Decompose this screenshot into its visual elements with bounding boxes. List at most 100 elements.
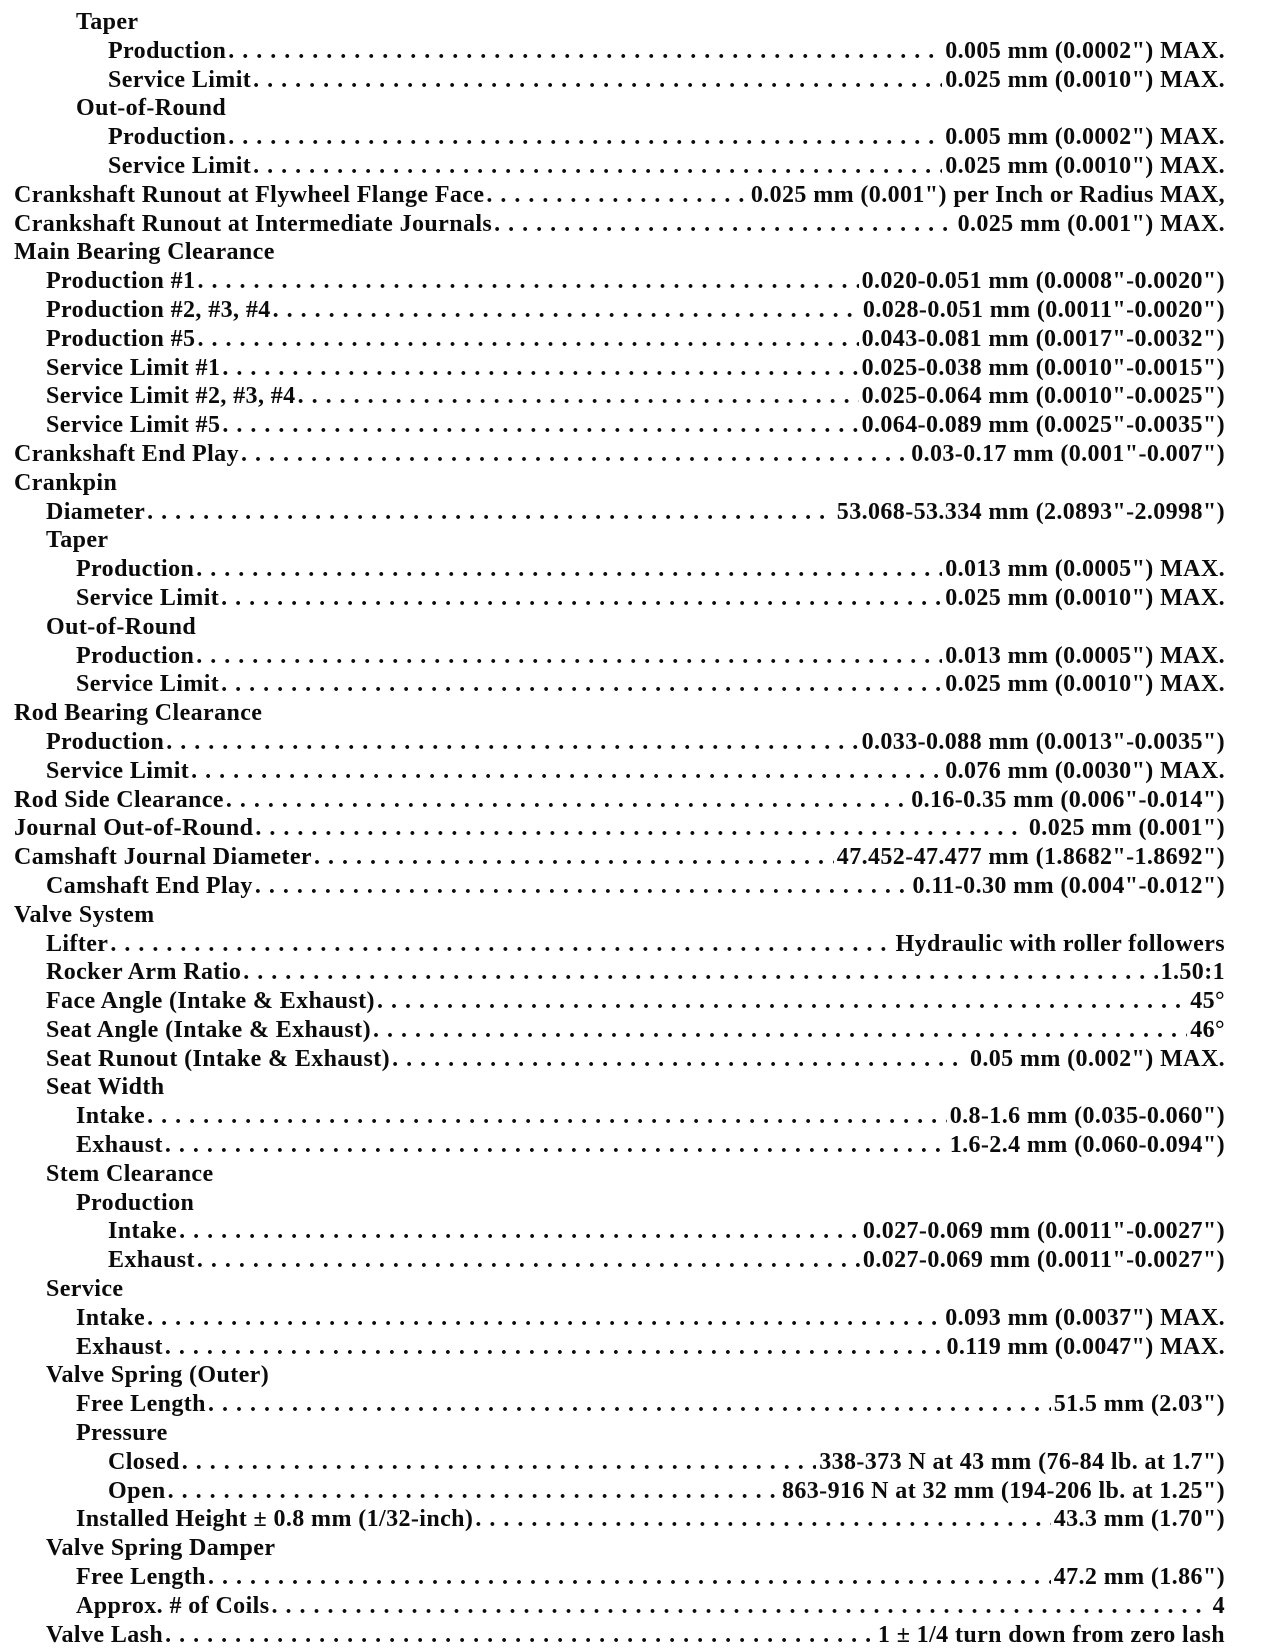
- spec-value: 0.025 mm (0.0010") MAX.: [945, 152, 1225, 179]
- leader-dots: [243, 958, 1157, 987]
- spec-row: Intake 0.093 mm (0.0037") MAX.: [0, 1304, 1225, 1333]
- spec-row: Production: [0, 1189, 1225, 1218]
- spec-label: Valve System: [14, 901, 155, 928]
- spec-value: 0.025 mm (0.0010") MAX.: [945, 66, 1225, 93]
- spec-label: Rocker Arm Ratio: [46, 959, 242, 986]
- spec-label: Camshaft End Play: [46, 872, 253, 899]
- spec-label: Service Limit: [46, 757, 190, 784]
- spec-label: Face Angle (Intake & Exhaust): [46, 988, 375, 1015]
- spec-value: 0.03-0.17 mm (0.001"-0.007"): [911, 440, 1225, 467]
- spec-label: Production: [46, 728, 165, 755]
- spec-label: Journal Out-of-Round: [14, 815, 254, 842]
- spec-label: Out-of-Round: [46, 613, 197, 640]
- spec-value: 0.025 mm (0.001") per Inch or Radius MAX…: [750, 181, 1225, 208]
- spec-row: Journal Out-of-Round 0.025 mm (0.001"): [0, 814, 1225, 843]
- spec-row: Valve System: [0, 901, 1225, 930]
- leader-dots: [222, 354, 858, 383]
- spec-value: 863-916 N at 32 mm (194-206 lb. at 1.25"…: [781, 1477, 1225, 1504]
- spec-value: 0.028-0.051 mm (0.0011"-0.0020"): [862, 296, 1225, 323]
- spec-row: Stem Clearance: [0, 1160, 1225, 1189]
- spec-value: 0.119 mm (0.0047") MAX.: [946, 1333, 1225, 1360]
- spec-label: Lifter: [46, 930, 109, 957]
- spec-value: 0.16-0.35 mm (0.006"-0.014"): [911, 786, 1225, 813]
- spec-label: Service Limit: [76, 584, 220, 611]
- spec-label: Rod Side Clearance: [14, 786, 224, 813]
- leader-dots: [486, 181, 747, 210]
- spec-label: Closed: [108, 1448, 180, 1475]
- spec-row: Production 0.005 mm (0.0002") MAX.: [0, 123, 1225, 152]
- leader-dots: [182, 1448, 816, 1477]
- spec-value: 0.8-1.6 mm (0.035-0.060"): [949, 1103, 1225, 1130]
- leader-dots: [253, 152, 942, 181]
- leader-dots: [475, 1505, 1050, 1534]
- spec-row: Service Limit 0.025 mm (0.0010") MAX.: [0, 670, 1225, 699]
- spec-row: Camshaft Journal Diameter 47.452-47.477 m…: [0, 843, 1225, 872]
- leader-dots: [221, 670, 942, 699]
- spec-row: Crankshaft End Play 0.03-0.17 mm (0.001"-…: [0, 440, 1225, 469]
- leader-dots: [147, 498, 834, 527]
- spec-row: Service Limit 0.025 mm (0.0010") MAX.: [0, 584, 1225, 613]
- spec-row: Seat Width: [0, 1073, 1225, 1102]
- spec-value: 4: [1212, 1592, 1225, 1619]
- spec-label: Intake: [108, 1218, 178, 1245]
- spec-label: Service Limit: [108, 66, 252, 93]
- leader-dots: [110, 930, 892, 959]
- spec-row: Production 0.013 mm (0.0005") MAX.: [0, 642, 1225, 671]
- leader-dots: [373, 1016, 1187, 1045]
- spec-label: Valve Spring Damper: [46, 1535, 276, 1562]
- spec-label: Stem Clearance: [46, 1160, 214, 1187]
- spec-value: 0.11-0.30 mm (0.004"-0.012"): [912, 872, 1225, 899]
- spec-value: 1 ± 1/4 turn down from zero lash: [877, 1621, 1225, 1648]
- spec-row: Service Limit 0.076 mm (0.0030") MAX.: [0, 757, 1225, 786]
- leader-dots: [197, 1246, 860, 1275]
- leader-dots: [253, 66, 942, 95]
- spec-label: Production #5: [46, 325, 196, 352]
- spec-label: Taper: [76, 9, 139, 35]
- spec-row: Intake 0.8-1.6 mm (0.035-0.060"): [0, 1102, 1225, 1131]
- spec-row: Production 0.013 mm (0.0005") MAX.: [0, 555, 1225, 584]
- leader-dots: [168, 1477, 779, 1506]
- spec-row: Out-of-Round: [0, 613, 1225, 642]
- spec-value: 0.05 mm (0.002") MAX.: [969, 1045, 1225, 1072]
- leader-dots: [197, 325, 858, 354]
- spec-row: Production 0.005 mm (0.0002") MAX.: [0, 37, 1225, 66]
- leader-dots: [255, 872, 910, 901]
- spec-label: Seat Width: [46, 1074, 165, 1101]
- leader-dots: [255, 814, 1026, 843]
- spec-row: Open 863-916 N at 32 mm (194-206 lb. at 1…: [0, 1477, 1225, 1506]
- leader-dots: [494, 210, 954, 239]
- spec-row: Lifter Hydraulic with roller followers: [0, 930, 1225, 959]
- spec-label: Production: [76, 556, 195, 583]
- spec-label: Free Length: [76, 1564, 206, 1591]
- leader-dots: [165, 1621, 875, 1650]
- spec-value: 338-373 N at 43 mm (76-84 lb. at 1.7"): [819, 1448, 1225, 1475]
- spec-row: Rod Side Clearance 0.16-0.35 mm (0.006"-0…: [0, 786, 1225, 815]
- spec-row: Production #1 0.020-0.051 mm (0.0008"-0.0…: [0, 267, 1225, 296]
- spec-value: 0.076 mm (0.0030") MAX.: [945, 757, 1225, 784]
- spec-label: Crankpin: [14, 469, 118, 496]
- spec-label: Crankshaft Runout at Flywheel Flange Fac…: [14, 181, 485, 208]
- spec-row: Valve Spring (Outer): [0, 1361, 1225, 1390]
- spec-value: 1.6-2.4 mm (0.060-0.094"): [949, 1132, 1225, 1159]
- spec-label: Installed Height ± 0.8 mm (1/32-inch): [76, 1506, 474, 1533]
- spec-row: Free Length 47.2 mm (1.86"): [0, 1563, 1225, 1592]
- spec-row: Service Limit #1 0.025-0.038 mm (0.0010"-…: [0, 354, 1225, 383]
- spec-label: Exhaust: [108, 1247, 195, 1274]
- leader-dots: [147, 1304, 942, 1333]
- leader-dots: [165, 1131, 947, 1160]
- leader-dots: [271, 1592, 1209, 1621]
- spec-value: 0.093 mm (0.0037") MAX.: [945, 1304, 1225, 1331]
- spec-value: 0.005 mm (0.0002") MAX.: [945, 124, 1225, 151]
- spec-row: Valve Spring Damper: [0, 1534, 1225, 1563]
- spec-row: Rod Bearing Clearance: [0, 699, 1225, 728]
- leader-dots: [196, 555, 942, 584]
- leader-dots: [298, 382, 859, 411]
- spec-value: 0.013 mm (0.0005") MAX.: [945, 642, 1225, 669]
- leader-dots: [165, 1333, 944, 1362]
- spec-row: Camshaft End Play 0.11-0.30 mm (0.004"-0.…: [0, 872, 1225, 901]
- spec-label: Open: [108, 1477, 166, 1504]
- spec-row: Taper: [0, 526, 1225, 555]
- spec-label: Service: [46, 1276, 124, 1303]
- spec-label: Rod Bearing Clearance: [14, 700, 263, 727]
- leader-dots: [208, 1390, 1051, 1419]
